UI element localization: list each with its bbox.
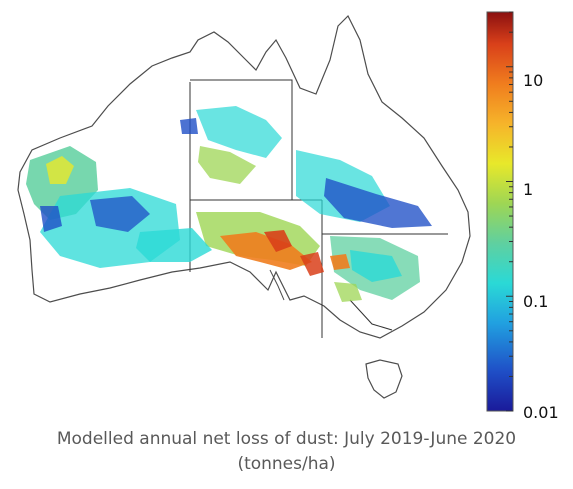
colorbar-tick-label-0-01: 0.01 bbox=[523, 403, 559, 422]
dust-patch-wa-south-low bbox=[40, 206, 62, 232]
dust-patch-nsw-interior bbox=[350, 250, 402, 282]
colorbar-tick-label-10: 10 bbox=[523, 71, 544, 90]
dust-patch-nt-low bbox=[180, 118, 198, 134]
dust-patch-qld-low bbox=[324, 178, 432, 228]
colorbar-tick-label-1: 1 bbox=[523, 180, 534, 199]
tasmania-outline bbox=[365, 359, 403, 399]
dust-patch-wa-interior-low bbox=[90, 196, 150, 232]
dust-patch-lake-eyre bbox=[300, 252, 324, 276]
colorbar-ticks bbox=[506, 11, 513, 412]
gulf-outline bbox=[269, 269, 285, 301]
dust-patch-wa-north bbox=[46, 156, 74, 184]
colorbar-tick-label-0-1: 0.1 bbox=[523, 292, 549, 311]
dust-patch-nt-north bbox=[196, 106, 282, 158]
dust-patch-sa-high bbox=[220, 232, 312, 270]
dust-loss-layer bbox=[26, 106, 432, 302]
map-caption: Modelled annual net loss of dust: July 2… bbox=[56, 429, 517, 449]
dust-patch-nt-scattered bbox=[198, 146, 256, 184]
map-caption-units: (tonnes/ha) bbox=[237, 454, 336, 474]
colorbar bbox=[486, 11, 514, 412]
dust-patch-nullarbor bbox=[136, 228, 212, 262]
dust-patch-sa-very-high bbox=[264, 230, 292, 252]
dust-patch-nsw-high bbox=[330, 254, 350, 270]
dust-patch-victoria bbox=[334, 282, 362, 302]
